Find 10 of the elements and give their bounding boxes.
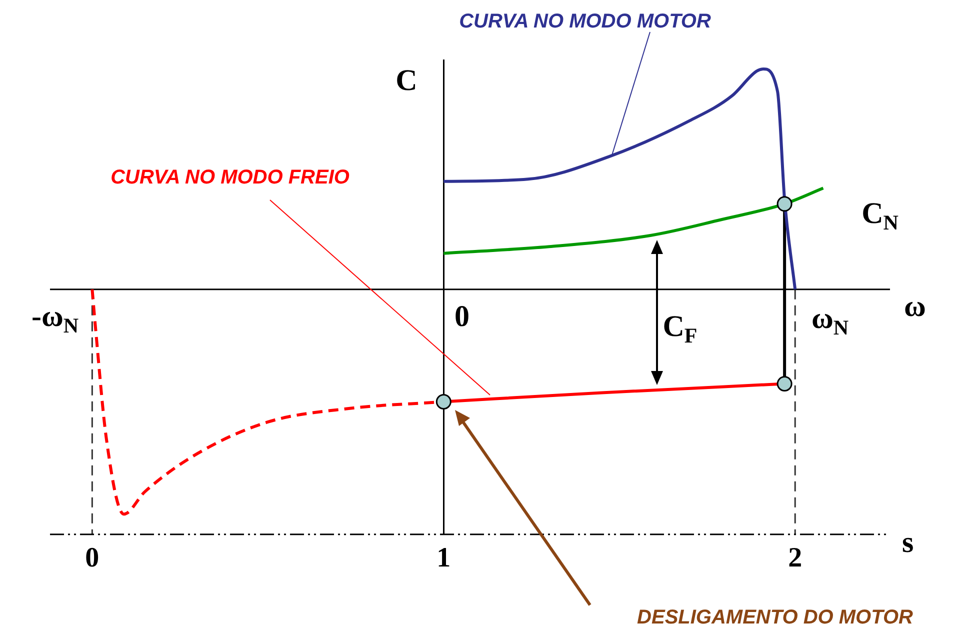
x-tick-label: 2: [788, 542, 802, 574]
x-axis-title: s: [902, 526, 914, 560]
text: ω: [904, 290, 926, 323]
x-tick-label: 0: [85, 542, 100, 574]
annotation: 0: [454, 300, 470, 333]
annotation: CURVA NO MODO FREIO: [110, 166, 350, 189]
x-tick-label: 1: [436, 542, 451, 574]
text: DESLIGAMENTO DO MOTOR: [637, 606, 914, 629]
text: CURVA NO MODO MOTOR: [459, 10, 712, 33]
y-axis-title: C: [396, 64, 418, 97]
